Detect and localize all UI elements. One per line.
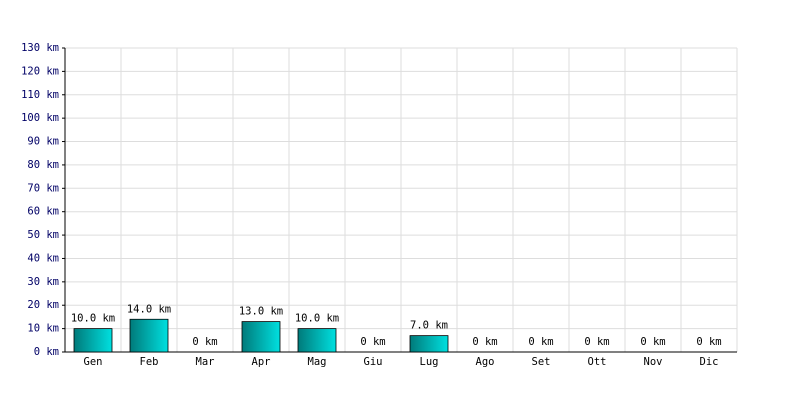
value-label: 0 km xyxy=(640,336,665,348)
y-tick-label: 50 km xyxy=(27,229,59,241)
value-label: 0 km xyxy=(528,336,553,348)
x-tick-label: Lug xyxy=(420,356,439,368)
bar xyxy=(129,318,169,353)
x-tick-label: Ott xyxy=(588,356,607,368)
value-label: 14.0 km xyxy=(127,303,171,315)
value-label: 10.0 km xyxy=(71,313,115,325)
value-label: 13.0 km xyxy=(239,306,283,318)
y-tick-label: 90 km xyxy=(27,136,59,148)
x-tick-label: Mar xyxy=(196,356,215,368)
x-tick-label: Ago xyxy=(476,356,495,368)
y-tick-label: 60 km xyxy=(27,206,59,218)
y-tick-label: 30 km xyxy=(27,276,59,288)
x-tick-label: Nov xyxy=(644,356,663,368)
y-tick-label: 110 km xyxy=(21,89,59,101)
bar xyxy=(73,328,113,353)
y-tick-label: 80 km xyxy=(27,159,59,171)
x-tick-label: Giu xyxy=(364,356,383,368)
value-label: 7.0 km xyxy=(410,320,448,332)
value-label: 0 km xyxy=(360,336,385,348)
y-tick-label: 0 km xyxy=(34,346,59,358)
y-tick-label: 70 km xyxy=(27,182,59,194)
value-label: 0 km xyxy=(192,336,217,348)
y-tick-label: 10 km xyxy=(27,323,59,335)
y-tick-label: 40 km xyxy=(27,252,59,264)
y-tick-label: 100 km xyxy=(21,112,59,124)
bar xyxy=(241,321,281,353)
bar xyxy=(409,335,449,353)
value-label: 0 km xyxy=(696,336,721,348)
bar xyxy=(297,328,337,353)
y-tick-label: 20 km xyxy=(27,299,59,311)
value-label: 0 km xyxy=(472,336,497,348)
value-label: 0 km xyxy=(584,336,609,348)
x-tick-label: Feb xyxy=(140,356,159,368)
x-tick-label: Set xyxy=(532,356,551,368)
y-tick-label: 130 km xyxy=(21,42,59,54)
y-tick-label: 120 km xyxy=(21,65,59,77)
x-tick-label: Dic xyxy=(700,356,719,368)
x-tick-label: Apr xyxy=(252,356,271,368)
x-tick-label: Mag xyxy=(308,356,327,368)
value-label: 10.0 km xyxy=(295,313,339,325)
x-tick-label: Gen xyxy=(84,356,103,368)
